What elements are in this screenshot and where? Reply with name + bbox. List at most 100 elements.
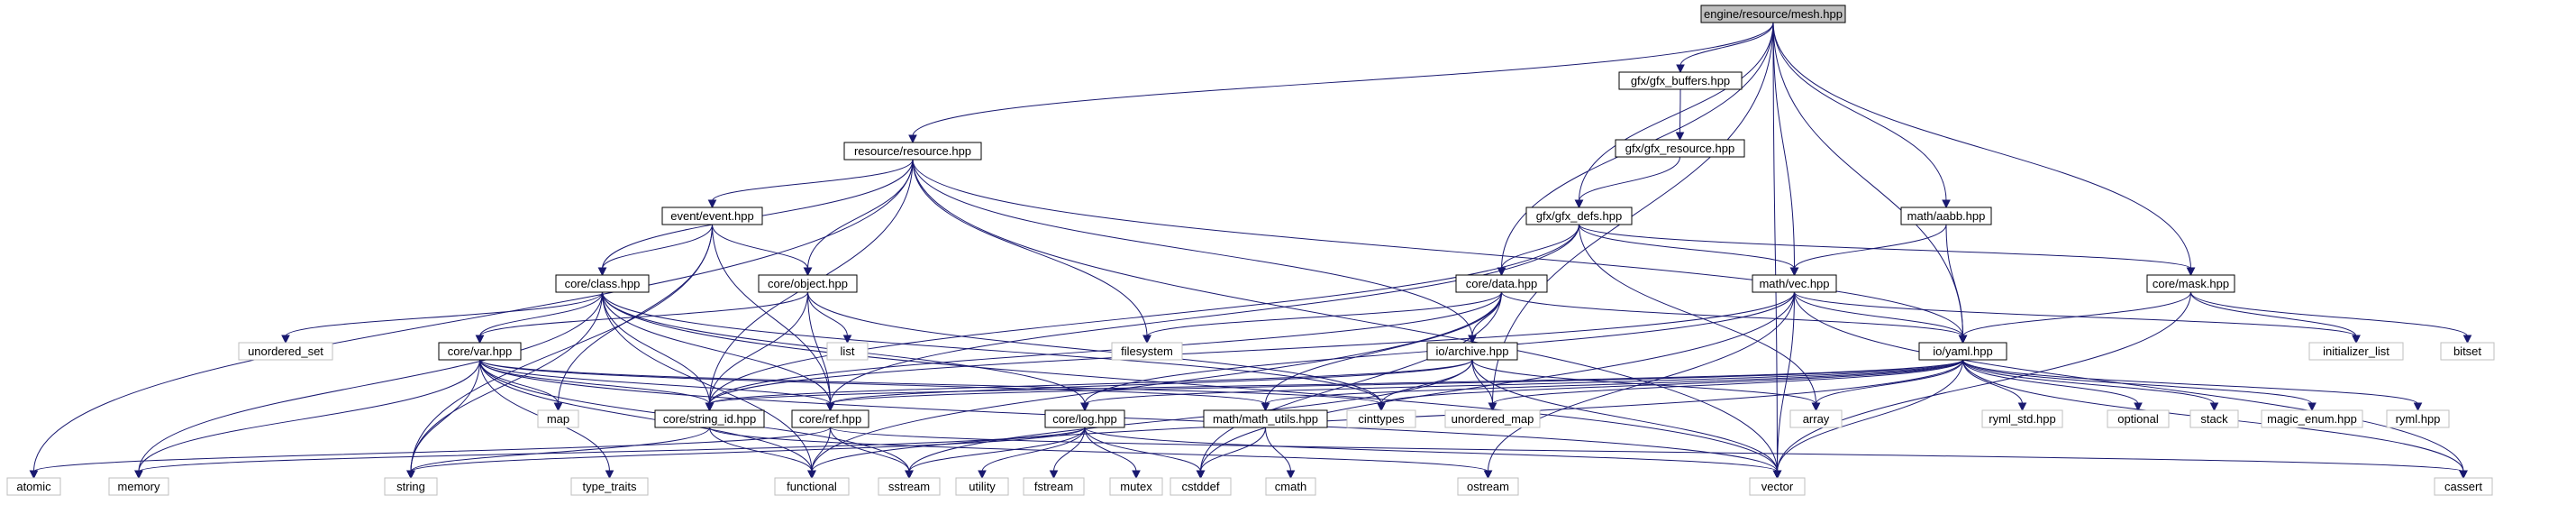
edges-layer [29,22,2472,480]
edge-core-log-hpp-to-vector [1084,427,1782,480]
edge-arrowhead [2017,402,2027,412]
edge-line [1962,359,2418,405]
node-box [108,477,169,496]
edge-core-mask-hpp-to-bitset [2190,291,2472,344]
node-label: fstream [1034,480,1073,493]
node-cmath: cmath [1265,477,1316,496]
edge-io-yaml-hpp-to-ryml-hpp [1962,359,2423,412]
node-core-var-hpp[interactable]: core/var.hpp [438,342,522,361]
node-resource-resource-hpp[interactable]: resource/resource.hpp [843,142,982,161]
node-math-aabb-hpp[interactable]: math/aabb.hpp [1900,207,1992,225]
edge-core-data-hpp-to-filesystem [1142,291,1502,344]
edge-engine-resource-mesh-hpp-to-gfx-gfx-buffers-hpp [1676,22,1774,74]
edge-line [1501,291,1963,337]
node-box [878,477,941,496]
node-box [661,207,763,225]
edge-line [1794,224,1947,270]
node-core-object-hpp[interactable]: core/object.hpp [758,274,858,293]
node-gfx-gfx-resource-hpp[interactable]: gfx/gfx_resource.hpp [1615,139,1745,158]
node-io-archive-hpp[interactable]: io/archive.hpp [1426,342,1518,361]
edge-gfx-gfx-defs-hpp-to-core-mask-hpp [1579,224,2196,277]
edge-core-log-hpp-to-string [406,427,1086,480]
edge-line [1084,359,1963,405]
node-box [2440,342,2495,361]
edge-arrowhead [2134,402,2143,412]
node-io-yaml-hpp[interactable]: io/yaml.hpp [1918,342,2007,361]
node-core-mask-hpp[interactable]: core/mask.hpp [2146,274,2235,293]
edge-core-log-hpp-to-cstddef [1084,427,1206,480]
node-core-class-hpp[interactable]: core/class.hpp [555,274,650,293]
node-box [1618,71,1743,90]
edge-core-var-hpp-to-memory [134,359,480,480]
edge-line [602,224,713,270]
node-box [826,342,869,361]
edge-core-log-hpp-to-utility [978,427,1086,480]
node-type-traits: type_traits [570,477,649,496]
node-memory: memory [108,477,169,496]
edge-line [602,291,710,405]
node-box [774,477,850,496]
edge-math-vec-hpp-to-io-yaml-hpp [1794,291,1968,344]
edge-line [1679,88,1681,134]
node-gfx-gfx-defs-hpp[interactable]: gfx/gfx_defs.hpp [1525,207,1633,225]
node-label: filesystem [1121,344,1173,358]
node-label: array [1803,412,1830,426]
edge-line [410,224,713,473]
edge-core-ref-hpp-to-atomic [29,427,831,480]
node-math-math-utils-hpp[interactable]: math/math_utils.hpp [1203,409,1328,428]
node-box [1900,207,1992,225]
node-core-data-hpp[interactable]: core/data.hpp [1455,274,1548,293]
node-label: vector [1761,480,1794,493]
node-engine-resource-mesh-hpp[interactable]: engine/resource/mesh.hpp [1700,5,1846,23]
edge-resource-resource-hpp-to-vector [912,159,1782,480]
node-box [2434,477,2493,496]
edge-arrowhead [1942,199,1951,209]
node-label: event/event.hpp [670,209,754,223]
edge-line [709,427,813,473]
node-unordered-map: unordered_map [1444,409,1541,428]
node-label: optional [2117,412,2159,426]
edge-arrowhead [707,199,717,209]
edge-line [807,291,831,405]
node-label: core/var.hpp [448,344,513,358]
edge-core-ref-hpp-to-functional [807,427,831,480]
node-label: core/mask.hpp [2153,277,2229,290]
edge-line [712,224,831,405]
node-core-log-hpp[interactable]: core/log.hpp [1044,409,1125,428]
edge-arrowhead [905,470,914,480]
node-label: string [396,480,425,493]
edge-gfx-gfx-defs-hpp-to-math-vec-hpp [1579,224,1799,277]
edge-line [1962,359,2139,405]
edge-line [912,159,1148,337]
edge-line [1777,291,2191,473]
edge-arrowhead [1132,470,1141,480]
edge-line [709,224,1579,405]
edge-arrowhead [1049,470,1059,480]
edge-line [1265,359,1963,405]
edge-core-data-hpp-to-io-yaml-hpp [1501,291,1968,344]
node-core-string-id-hpp[interactable]: core/string_id.hpp [654,409,765,428]
edge-line [830,224,1579,405]
edge-line [410,291,603,473]
edge-line [1492,22,1774,405]
edge-arrowhead [1772,470,1782,480]
edge-line [709,359,1963,405]
node-math-vec-hpp[interactable]: math/vec.hpp [1752,274,1837,293]
node-core-ref-hpp[interactable]: core/ref.hpp [791,409,869,428]
node-label: math/math_utils.hpp [1213,412,1318,426]
edge-io-yaml-hpp-to-ryml-std-hpp [1962,359,2027,412]
edge-core-class-hpp-to-vector [602,291,1782,480]
node-event-event-hpp[interactable]: event/event.hpp [661,207,763,225]
node-gfx-gfx-buffers-hpp[interactable]: gfx/gfx_buffers.hpp [1618,71,1743,90]
edge-arrowhead [134,470,143,480]
node-box [1700,5,1846,23]
edge-line [479,291,603,337]
node-label: core/ref.hpp [799,412,861,426]
node-label: cmath [1275,480,1306,493]
edge-resource-resource-hpp-to-event-event-hpp [707,159,914,209]
node-ryml-hpp: ryml.hpp [2386,409,2450,428]
edge-line [2190,291,2468,337]
edge-line [1962,359,2313,405]
node-box [238,342,333,361]
